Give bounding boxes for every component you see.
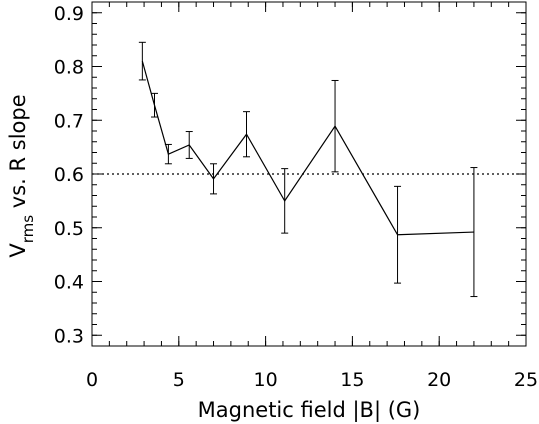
y-axis-title: Vrms vs. R slope: [6, 94, 37, 257]
x-tick-label: 20: [427, 369, 451, 391]
y-tick-label: 0.8: [54, 57, 84, 79]
x-axis-ticks: [91, 2, 527, 346]
y-tick-label: 0.6: [54, 164, 84, 186]
y-tick-label: 0.5: [54, 218, 84, 240]
error-bars: [138, 41, 478, 298]
y-tick-label: 0.9: [54, 3, 84, 25]
y-axis-tick-labels: 0.3 0.4 0.5 0.6 0.7 0.8 0.9: [54, 3, 84, 348]
y-axis-title-sub: rms: [19, 215, 37, 244]
x-tick-label: 10: [254, 369, 278, 391]
x-axis-title: Magnetic field |B| (G): [198, 398, 421, 423]
series-line: [141, 60, 474, 236]
y-axis-title-rest: vs. R slope: [6, 94, 30, 215]
y-axis-title-main: V: [6, 243, 30, 258]
x-tick-label: 25: [514, 369, 538, 391]
x-tick-label: 15: [340, 369, 364, 391]
y-tick-label: 0.4: [54, 272, 84, 294]
y-tick-label: 0.7: [54, 110, 84, 132]
x-tick-label: 5: [173, 369, 185, 391]
x-tick-label: 0: [86, 369, 98, 391]
x-axis-tick-labels: 0 5 10 15 20 25: [86, 369, 538, 391]
y-tick-label: 0.3: [54, 325, 84, 347]
